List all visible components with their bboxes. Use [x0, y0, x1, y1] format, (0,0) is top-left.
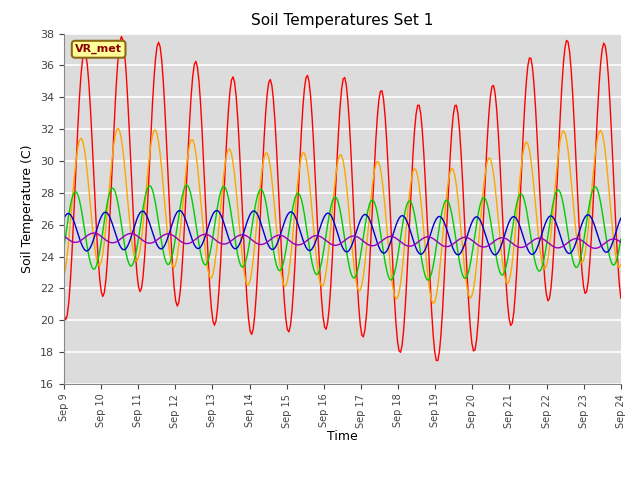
Tsoil -8cm: [424, 277, 432, 283]
Tsoil -2cm: [434, 358, 442, 363]
Tsoil -4cm: [305, 177, 313, 183]
Line: Tsoil -16cm: Tsoil -16cm: [64, 211, 621, 255]
Tsoil -4cm: [60, 273, 68, 279]
Tsoil -8cm: [589, 187, 596, 192]
Tsoil -8cm: [255, 188, 263, 193]
Tsoil -32cm: [591, 245, 598, 251]
Tsoil -32cm: [255, 241, 263, 247]
Tsoil -8cm: [129, 263, 136, 268]
Tsoil -2cm: [228, 77, 236, 83]
Y-axis label: Soil Temperature (C): Soil Temperature (C): [22, 144, 35, 273]
Tsoil -4cm: [617, 262, 625, 268]
Tsoil -4cm: [115, 125, 122, 131]
Tsoil -4cm: [429, 300, 437, 306]
Tsoil -2cm: [130, 222, 138, 228]
Line: Tsoil -32cm: Tsoil -32cm: [64, 233, 621, 248]
Tsoil -16cm: [305, 248, 313, 253]
Tsoil -16cm: [228, 242, 236, 248]
Line: Tsoil -4cm: Tsoil -4cm: [64, 128, 621, 303]
Tsoil -2cm: [305, 79, 313, 84]
Tsoil -32cm: [228, 238, 236, 243]
Tsoil -2cm: [617, 295, 625, 301]
Tsoil -16cm: [589, 218, 596, 224]
Tsoil -16cm: [617, 216, 625, 221]
Tsoil -16cm: [129, 230, 136, 236]
Tsoil -8cm: [617, 236, 625, 242]
X-axis label: Time: Time: [327, 431, 358, 444]
Tsoil -2cm: [589, 205, 596, 211]
Tsoil -4cm: [130, 252, 138, 257]
Tsoil -4cm: [255, 191, 263, 196]
Text: VR_met: VR_met: [75, 44, 122, 54]
Tsoil -32cm: [130, 231, 138, 237]
Tsoil -16cm: [492, 252, 499, 258]
Tsoil -8cm: [182, 182, 190, 188]
Tsoil -2cm: [60, 312, 68, 318]
Title: Soil Temperatures Set 1: Soil Temperatures Set 1: [252, 13, 433, 28]
Tsoil -32cm: [617, 240, 625, 245]
Tsoil -32cm: [60, 233, 68, 239]
Tsoil -2cm: [118, 34, 125, 39]
Tsoil -16cm: [255, 216, 263, 222]
Line: Tsoil -8cm: Tsoil -8cm: [64, 185, 621, 280]
Tsoil -4cm: [246, 277, 254, 283]
Tsoil -16cm: [212, 208, 220, 214]
Tsoil -32cm: [246, 236, 254, 241]
Tsoil -16cm: [60, 216, 68, 221]
Tsoil -2cm: [255, 232, 263, 238]
Line: Tsoil -2cm: Tsoil -2cm: [64, 36, 621, 360]
Tsoil -4cm: [589, 175, 596, 180]
Tsoil -2cm: [246, 328, 254, 334]
Tsoil -4cm: [228, 151, 236, 157]
Tsoil -32cm: [305, 236, 313, 242]
Tsoil -8cm: [60, 244, 68, 250]
Tsoil -32cm: [588, 244, 595, 250]
Tsoil -16cm: [246, 212, 254, 217]
Tsoil -32cm: [90, 230, 97, 236]
Tsoil -8cm: [246, 236, 254, 241]
Tsoil -8cm: [228, 213, 236, 218]
Tsoil -8cm: [305, 242, 313, 248]
